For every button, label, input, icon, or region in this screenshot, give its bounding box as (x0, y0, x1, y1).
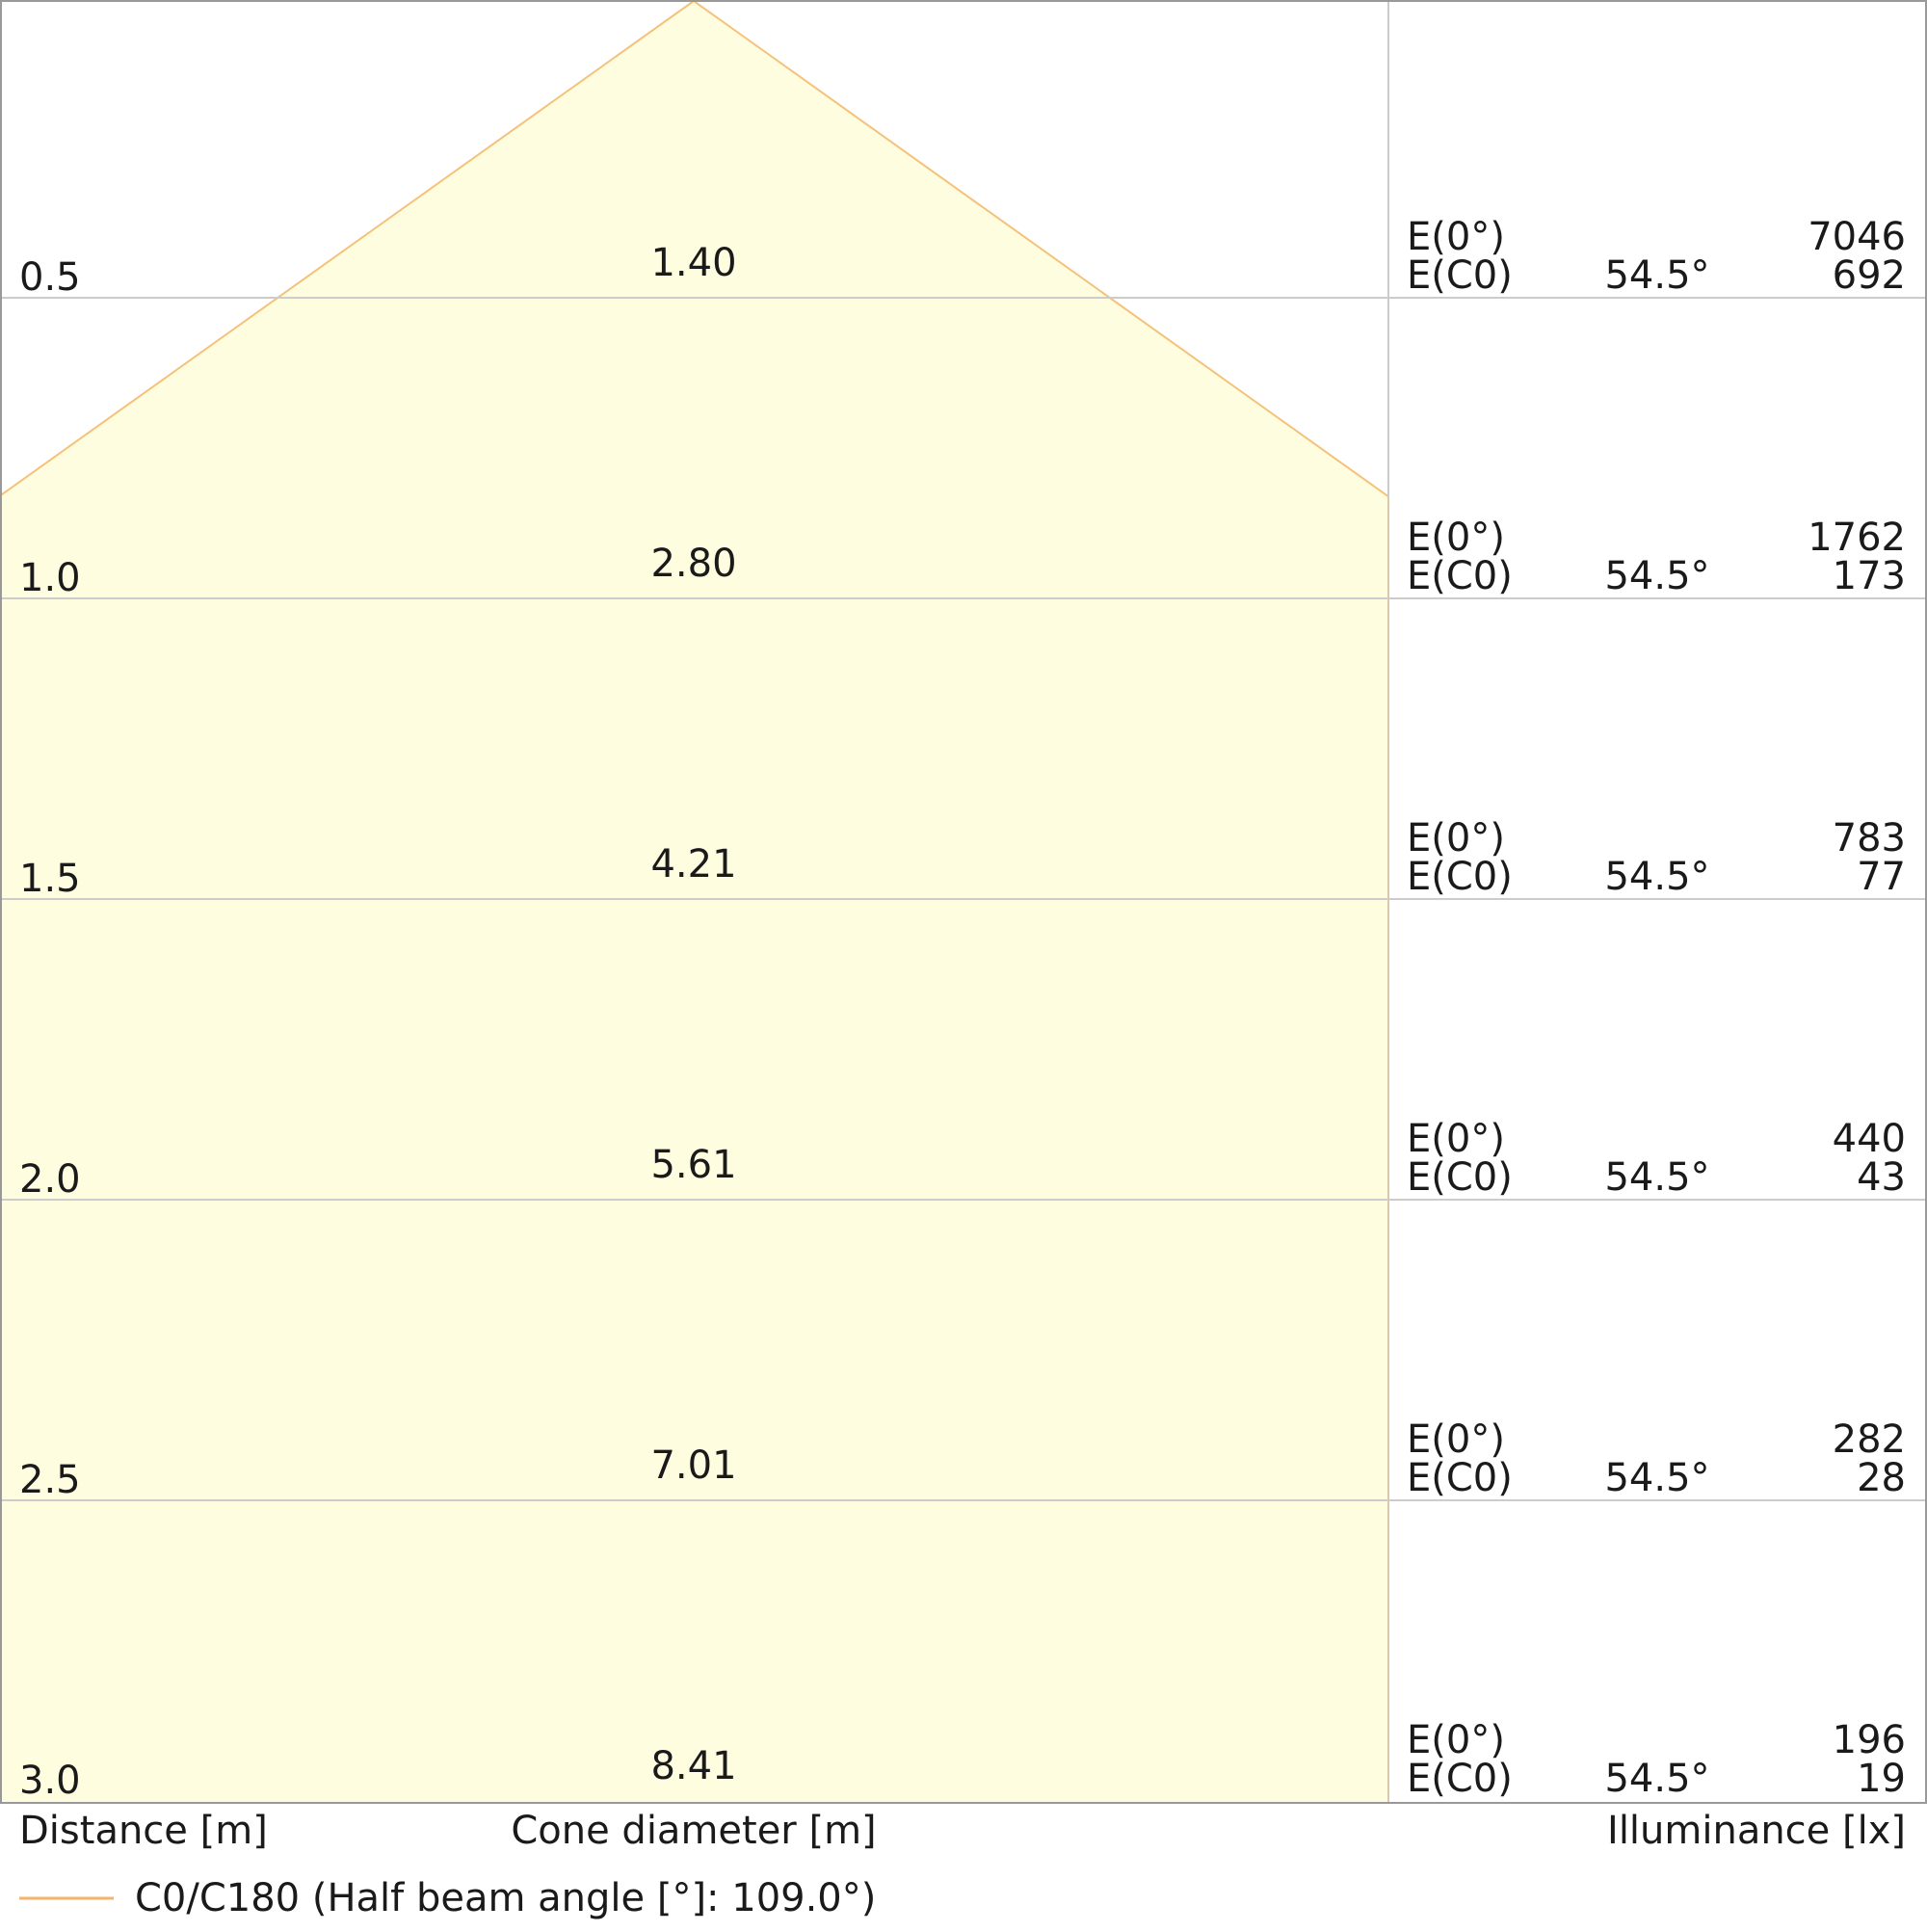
ec0-value: 692 (1833, 253, 1906, 298)
cone-diameter-value: 7.01 (650, 1443, 736, 1488)
e0-label: E(0°) (1407, 1117, 1505, 1161)
distance-label: 3.0 (19, 1759, 81, 1803)
e0-label: E(0°) (1407, 516, 1505, 560)
distance-axis-label: Distance [m] (19, 1809, 268, 1853)
e0-value: 7046 (1808, 215, 1906, 259)
e0-value: 1762 (1808, 516, 1906, 560)
illuminance-axis-label: Illuminance [lx] (1607, 1809, 1906, 1853)
e0-label: E(0°) (1407, 1718, 1505, 1762)
distance-label: 2.5 (19, 1458, 81, 1502)
distance-label: 1.5 (19, 857, 81, 901)
ec0-label: E(C0) (1407, 253, 1513, 298)
distance-row: 0.5 1.40 E(0°) 7046 E(C0) 54.5° 692 (19, 215, 1906, 300)
ec0-value: 43 (1857, 1155, 1906, 1200)
chart-frame (0, 0, 1927, 1804)
e0-label: E(0°) (1407, 816, 1505, 860)
grid-layer (0, 0, 1927, 1804)
cone-diameter-value: 5.61 (650, 1143, 736, 1187)
c0-angle: 54.5° (1604, 1155, 1709, 1200)
rows-layer: 0.5 1.40 E(0°) 7046 E(C0) 54.5° 692 1.0 2.80 E(0°… (19, 215, 1906, 1803)
e0-value: 196 (1833, 1718, 1906, 1762)
footer-layer: Distance [m] Cone diameter [m] Illuminan… (19, 1809, 1906, 1920)
ec0-label: E(C0) (1407, 1456, 1513, 1500)
e0-label: E(0°) (1407, 215, 1505, 259)
ec0-value: 173 (1833, 554, 1906, 598)
e0-value: 282 (1833, 1417, 1906, 1462)
legend-label: C0/C180 (Half beam angle [°]: 109.0°) (135, 1876, 876, 1920)
ec0-value: 28 (1857, 1456, 1906, 1500)
cone-diameter-axis-label: Cone diameter [m] (511, 1809, 876, 1853)
distance-row: 2.0 5.61 E(0°) 440 E(C0) 54.5° 43 (19, 1117, 1906, 1202)
distance-row: 1.5 4.21 E(0°) 783 E(C0) 54.5° 77 (19, 816, 1906, 901)
distance-row: 3.0 8.41 E(0°) 196 E(C0) 54.5° 19 (19, 1718, 1906, 1803)
cone-diameter-value: 8.41 (650, 1744, 736, 1788)
e0-value: 440 (1833, 1117, 1906, 1161)
distance-label: 0.5 (19, 255, 81, 300)
cone-diameter-value: 2.80 (650, 542, 736, 586)
ec0-value: 77 (1857, 855, 1906, 899)
c0-angle: 54.5° (1604, 1456, 1709, 1500)
distance-row: 1.0 2.80 E(0°) 1762 E(C0) 54.5° 173 (19, 516, 1906, 600)
c0-angle: 54.5° (1604, 253, 1709, 298)
c0-angle: 54.5° (1604, 855, 1709, 899)
ec0-label: E(C0) (1407, 855, 1513, 899)
cone-diameter-value: 1.40 (650, 241, 736, 285)
c0-angle: 54.5° (1604, 1757, 1709, 1801)
cone-fill (1, 1, 1388, 1803)
distance-label: 1.0 (19, 556, 81, 600)
distance-label: 2.0 (19, 1157, 81, 1202)
ec0-label: E(C0) (1407, 554, 1513, 598)
distance-row: 2.5 7.01 E(0°) 282 E(C0) 54.5° 28 (19, 1417, 1906, 1502)
e0-value: 783 (1833, 816, 1906, 860)
c0-angle: 54.5° (1604, 554, 1709, 598)
e0-label: E(0°) (1407, 1417, 1505, 1462)
cone-diameter-value: 4.21 (650, 842, 736, 887)
ec0-label: E(C0) (1407, 1757, 1513, 1801)
ec0-value: 19 (1857, 1757, 1906, 1801)
ec0-label: E(C0) (1407, 1155, 1513, 1200)
